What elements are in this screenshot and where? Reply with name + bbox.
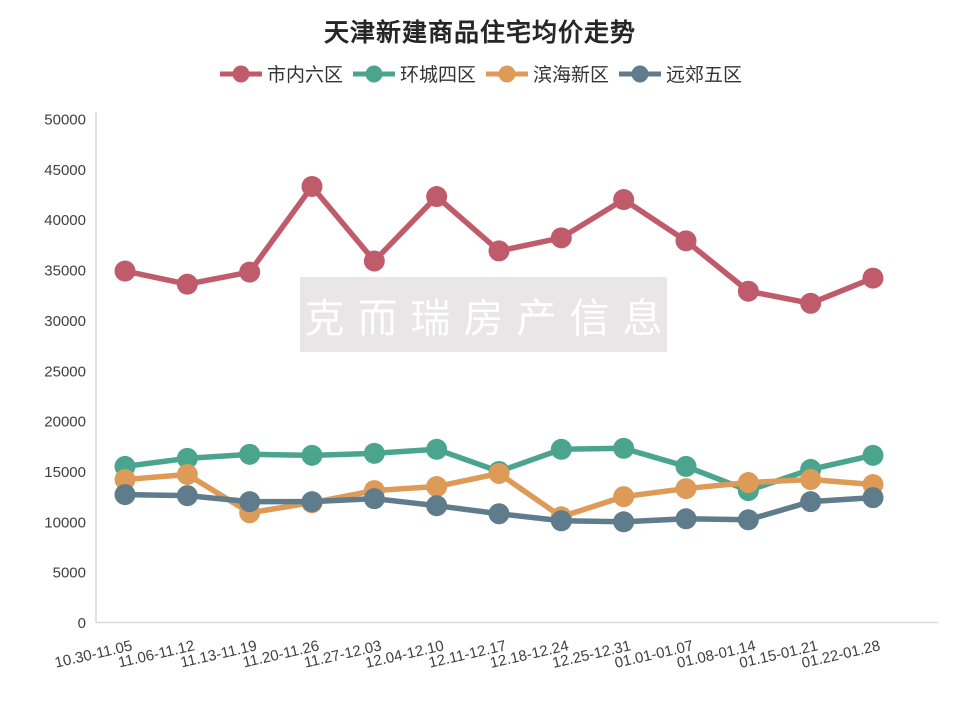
y-tick-label: 45000 bbox=[44, 162, 86, 179]
series-1-point-8 bbox=[613, 437, 635, 459]
series-0-point-5 bbox=[426, 186, 448, 208]
legend: 市内六区 环城四区 滨海新区 远郊五区 bbox=[0, 60, 960, 87]
y-tick-label: 10000 bbox=[44, 514, 86, 531]
legend-item-2: 滨海新区 bbox=[484, 60, 609, 87]
series-3-point-5 bbox=[426, 495, 448, 517]
legend-label: 市内六区 bbox=[266, 65, 343, 86]
series-3-point-4 bbox=[363, 488, 385, 510]
legend-marker-icon bbox=[352, 65, 395, 82]
series-1-point-9 bbox=[675, 455, 697, 477]
series-1-point-7 bbox=[550, 438, 572, 460]
series-2-point-1 bbox=[176, 463, 198, 485]
series-3-point-9 bbox=[675, 508, 697, 530]
watermark: 克而瑞房产信息 bbox=[300, 277, 667, 352]
series-1-point-5 bbox=[426, 438, 448, 460]
series-3-point-1 bbox=[176, 485, 198, 507]
legend-label: 远郊五区 bbox=[666, 65, 743, 86]
legend-item-1: 环城四区 bbox=[351, 60, 476, 87]
legend-label: 环城四区 bbox=[399, 65, 476, 86]
legend-item-0: 市内六区 bbox=[218, 60, 343, 87]
series-3-point-3 bbox=[301, 491, 323, 513]
y-tick-label: 35000 bbox=[44, 263, 86, 280]
series-0-point-9 bbox=[675, 230, 697, 252]
series-2-point-8 bbox=[613, 486, 635, 508]
legend-label: 滨海新区 bbox=[533, 65, 610, 86]
y-tick-label: 20000 bbox=[44, 414, 86, 431]
series-0-point-1 bbox=[176, 273, 198, 295]
series-0-point-4 bbox=[363, 250, 385, 272]
series-0-point-10 bbox=[737, 280, 759, 302]
y-tick-label: 50000 bbox=[44, 112, 86, 129]
y-tick-label: 0 bbox=[78, 615, 86, 632]
legend-marker-icon bbox=[219, 65, 262, 82]
legend-marker-icon bbox=[619, 65, 662, 82]
legend-marker-icon bbox=[486, 65, 528, 82]
series-2-point-5 bbox=[426, 476, 448, 498]
series-1-point-3 bbox=[301, 444, 323, 466]
series-2-point-0 bbox=[114, 469, 136, 491]
series-0-point-2 bbox=[239, 261, 261, 283]
chart-title: 天津新建商品住宅均价走势 bbox=[323, 19, 636, 47]
series-0-point-12 bbox=[862, 267, 884, 289]
series-0-point-6 bbox=[488, 240, 510, 262]
series-2-point-10 bbox=[737, 472, 759, 494]
series-2-point-6 bbox=[488, 462, 510, 484]
series-0-point-3 bbox=[301, 175, 323, 197]
y-tick-label: 40000 bbox=[44, 212, 86, 229]
series-2-point-9 bbox=[675, 478, 697, 500]
series-0-point-0 bbox=[114, 260, 136, 282]
series-3-point-7 bbox=[550, 510, 572, 532]
series-1-point-1 bbox=[176, 447, 198, 469]
series-2-point-11 bbox=[800, 469, 822, 491]
series-1-point-4 bbox=[363, 442, 385, 464]
series-1-point-12 bbox=[862, 444, 884, 466]
series-1-point-2 bbox=[239, 443, 261, 465]
series-3-point-0 bbox=[114, 484, 136, 506]
series-0-point-11 bbox=[800, 292, 822, 314]
series-0-point-7 bbox=[550, 227, 572, 249]
series-3-point-2 bbox=[239, 491, 261, 513]
series-3-point-8 bbox=[613, 511, 635, 533]
series-3-point-11 bbox=[800, 491, 822, 513]
series-3-point-10 bbox=[737, 509, 759, 531]
series-3-point-6 bbox=[488, 503, 510, 525]
series-3-point-12 bbox=[862, 487, 884, 509]
y-tick-label: 25000 bbox=[44, 363, 86, 380]
y-tick-label: 15000 bbox=[44, 464, 86, 481]
y-tick-label: 30000 bbox=[44, 313, 86, 330]
series-0-point-8 bbox=[613, 189, 635, 211]
legend-item-3: 远郊五区 bbox=[617, 60, 742, 87]
y-tick-label: 5000 bbox=[53, 565, 86, 582]
